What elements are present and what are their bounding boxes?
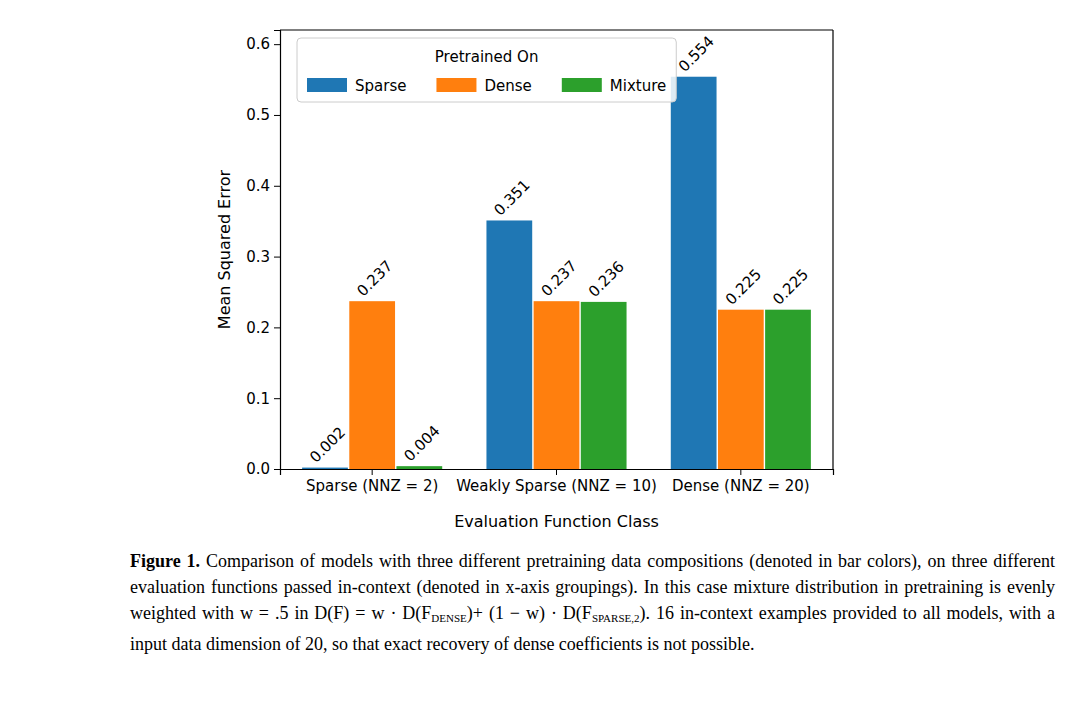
x-tick-label: Dense (NNZ = 20) [672, 477, 810, 495]
legend-swatch [307, 78, 347, 92]
y-tick-mark [274, 115, 280, 116]
y-tick-label: 0.0 [246, 460, 270, 478]
y-tick: 0.2 [246, 319, 280, 337]
y-tick-label: 0.3 [246, 248, 270, 266]
data-label: 0.236 [585, 258, 628, 301]
y-tick-mark [274, 44, 280, 45]
caption: Figure 1. Comparison of models with thre… [130, 548, 1055, 657]
x-tick: Sparse (NNZ = 2) [306, 469, 438, 495]
caption-subscript: DENSE [431, 612, 466, 624]
y-axis-line [274, 31, 281, 470]
y-tick-label: 0.5 [246, 106, 270, 124]
caption-text: )+ (1 − w) · D(F [467, 603, 592, 623]
bar [765, 310, 811, 469]
y-tick-label: 0.6 [246, 35, 270, 53]
bars [302, 77, 811, 469]
data-label: 0.237 [353, 257, 396, 300]
y-tick: 0.0 [246, 460, 280, 478]
y-tick: 0.5 [246, 106, 280, 124]
x-tick-label: Sparse (NNZ = 2) [306, 477, 438, 495]
y-tick: 0.1 [246, 389, 280, 407]
data-label: 0.351 [490, 176, 533, 219]
x-tick-mark [556, 469, 557, 475]
data-label: 0.554 [675, 32, 718, 75]
x-axis-line [281, 470, 834, 476]
legend: Pretrained On Sparse Dense Mixture [297, 38, 676, 102]
frame-top [280, 29, 833, 30]
frame-right [832, 30, 833, 469]
y-axis-title: Mean Squared Error [215, 169, 234, 329]
bar [581, 302, 627, 469]
y-tick-mark [274, 186, 280, 187]
y-axis: 0.0 0.1 0.2 0.3 0.4 0.5 0.6 [246, 31, 280, 479]
bar [534, 301, 580, 469]
bar [396, 466, 442, 469]
bar [349, 301, 395, 469]
y-tick-mark [274, 257, 280, 258]
bar [302, 468, 348, 469]
legend-swatch [562, 78, 602, 92]
data-label: 0.237 [538, 257, 581, 300]
caption-subscript: SPARSE,2 [592, 612, 640, 624]
y-tick-label: 0.4 [246, 177, 270, 195]
legend-box [297, 38, 676, 102]
x-tick-label: Weakly Sparse (NNZ = 10) [456, 477, 657, 495]
bar [486, 220, 532, 469]
x-axis-title: Evaluation Function Class [454, 512, 659, 531]
y-tick-label: 0.1 [246, 389, 270, 407]
legend-swatch [436, 78, 476, 92]
y-tick: 0.3 [246, 248, 280, 266]
legend-label: Dense [484, 77, 531, 95]
x-axis: Sparse (NNZ = 2) Weakly Sparse (NNZ = 10)… [281, 469, 834, 495]
bar [718, 310, 764, 469]
legend-title: Pretrained On [435, 48, 539, 66]
data-label: 0.004 [400, 422, 443, 465]
y-tick: 0.6 [246, 35, 280, 53]
data-label: 0.225 [769, 265, 812, 308]
legend-label: Mixture [610, 77, 666, 95]
y-tick-label: 0.2 [246, 319, 270, 337]
x-tick-mark [372, 469, 373, 475]
x-tick: Dense (NNZ = 20) [672, 469, 810, 495]
y-tick: 0.4 [246, 177, 280, 195]
caption-label: Figure 1. [130, 551, 200, 571]
legend-label: Sparse [355, 77, 406, 95]
data-label: 0.002 [306, 423, 349, 466]
chart: 0.002 0.351 0.554 0.237 0.237 0.225 0.004 0.236… [0, 0, 1080, 545]
x-tick-mark [740, 469, 741, 475]
y-tick-mark [274, 327, 280, 328]
x-tick: Weakly Sparse (NNZ = 10) [456, 469, 657, 495]
data-label: 0.225 [722, 265, 765, 308]
bar [671, 77, 717, 469]
y-tick-mark [274, 469, 280, 470]
y-tick-mark [274, 398, 280, 399]
